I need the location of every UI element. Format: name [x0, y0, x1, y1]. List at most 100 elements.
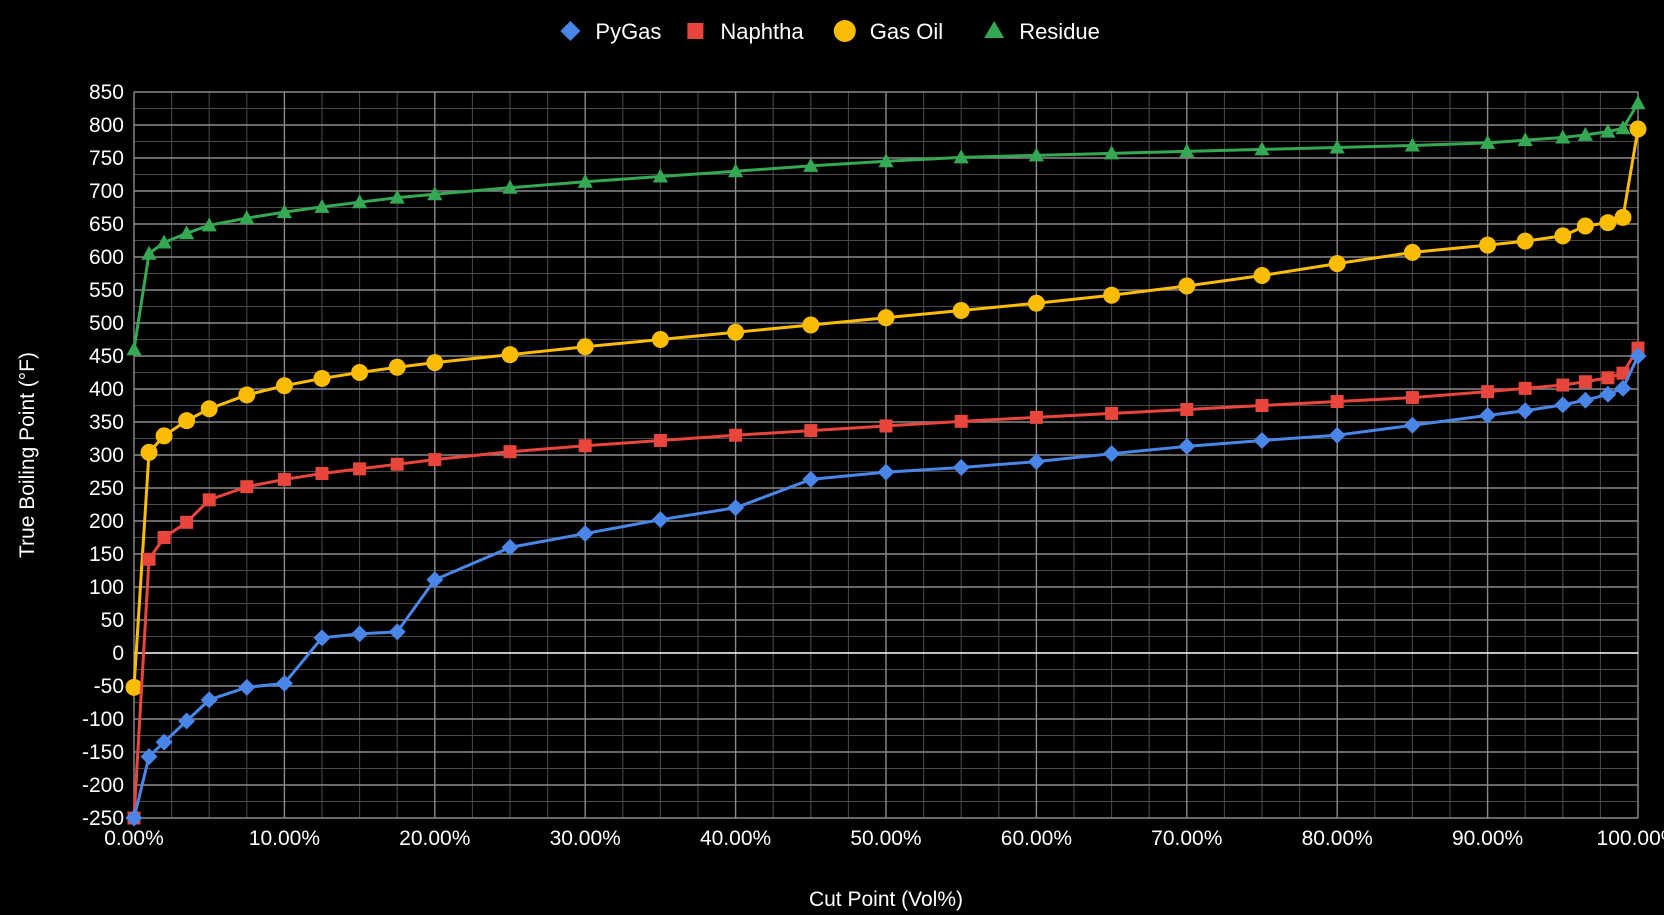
axis-tick-labels: 0.00% 10.00% 20.00% 30.00% 40.00% 50.00% 60.00… [82, 81, 1664, 850]
data-point-naphtha [1518, 381, 1532, 395]
data-point-gas-oil [877, 309, 895, 327]
y-tick-label: 350 [89, 411, 124, 434]
data-point-gas-oil [501, 346, 519, 364]
y-tick-label: 500 [89, 312, 124, 335]
data-point-naphtha [1601, 371, 1615, 385]
data-point-gas-oil [1554, 227, 1572, 245]
data-point-gas-oil [178, 412, 196, 430]
data-point-pygas [313, 629, 331, 647]
data-point-pygas [1576, 391, 1594, 409]
data-point-naphtha [240, 480, 254, 494]
data-point-residue [953, 149, 969, 164]
legend-marker-residue [984, 21, 1005, 38]
data-point-naphtha [315, 466, 329, 480]
data-point-pygas [802, 470, 820, 488]
data-point-residue [803, 157, 819, 172]
data-point-naphtha [1105, 406, 1119, 420]
data-point-residue [126, 341, 142, 356]
data-point-gas-oil [802, 316, 820, 334]
legend-label-residue: Residue [1019, 19, 1100, 44]
data-point-pygas [125, 809, 143, 827]
y-tick-label: -200 [82, 774, 124, 797]
data-series [125, 95, 1647, 827]
legend-item-pygas: PyGas [560, 19, 661, 44]
data-point-residue [1480, 134, 1496, 149]
data-point-gas-oil [952, 301, 970, 319]
data-point-naphtha [1556, 378, 1570, 392]
data-point-residue [389, 189, 405, 204]
y-tick-label: -100 [82, 708, 124, 731]
series-naphtha [127, 341, 1645, 825]
data-point-pygas [1554, 396, 1572, 414]
data-point-gas-oil [351, 364, 369, 381]
data-point-naphtha [1180, 402, 1194, 416]
data-point-pygas [426, 571, 444, 589]
data-point-pygas [140, 748, 158, 766]
y-tick-label: 0 [112, 642, 124, 665]
data-point-naphtha [428, 453, 442, 467]
data-point-pygas [1027, 453, 1045, 471]
data-point-gas-oil [388, 358, 406, 376]
data-point-pygas [200, 691, 218, 709]
data-point-gas-oil [238, 386, 256, 404]
data-point-pygas [388, 623, 406, 641]
data-point-gas-oil [727, 323, 745, 341]
data-point-naphtha [1578, 375, 1592, 389]
data-point-gas-oil [1253, 266, 1271, 284]
data-point-pygas [1614, 379, 1632, 397]
y-tick-label: 650 [89, 213, 124, 236]
data-point-naphtha [879, 419, 893, 433]
data-point-residue [156, 234, 172, 249]
legend-item-residue: Residue [984, 19, 1100, 44]
data-point-gas-oil [125, 678, 143, 696]
data-point-pygas [877, 463, 895, 481]
data-point-naphtha [180, 515, 194, 529]
data-point-residue [179, 225, 195, 240]
data-point-gas-oil [275, 377, 293, 395]
data-point-pygas [1629, 347, 1647, 365]
y-tick-label: 600 [89, 246, 124, 269]
data-point-residue [1404, 137, 1420, 152]
data-point-naphtha [1029, 410, 1043, 424]
data-point-residue [1600, 123, 1616, 138]
y-tick-label: 50 [101, 609, 124, 632]
data-point-gas-oil [200, 400, 218, 418]
legend-marker-pygas [560, 21, 581, 41]
data-point-residue [1555, 129, 1571, 144]
legend-marker-naphtha [687, 23, 704, 39]
x-tick-label: 0.00% [104, 827, 164, 850]
data-point-residue [652, 168, 668, 183]
data-point-naphtha [804, 424, 818, 438]
data-point-pygas [351, 625, 369, 643]
x-tick-label: 100.00% [1597, 827, 1664, 850]
x-tick-label: 40.00% [700, 827, 771, 850]
data-point-gas-oil [576, 338, 594, 356]
data-point-naphtha [653, 433, 667, 447]
y-tick-label: 800 [89, 114, 124, 137]
data-point-gas-oil [1328, 255, 1346, 273]
y-tick-label: 300 [89, 444, 124, 467]
legend-label-pygas: PyGas [595, 19, 661, 44]
data-point-residue [1517, 132, 1533, 147]
x-axis-title: Cut Point (Vol%) [809, 888, 963, 911]
data-point-gas-oil [1599, 214, 1617, 232]
y-tick-label: 150 [89, 543, 124, 566]
y-tick-label: 850 [89, 81, 124, 104]
data-point-pygas [1516, 402, 1534, 420]
y-tick-label: 200 [89, 510, 124, 533]
data-point-residue [1254, 141, 1270, 156]
data-point-residue [1577, 126, 1593, 141]
data-point-pygas [1599, 385, 1617, 403]
data-point-gas-oil [651, 331, 669, 348]
data-point-residue [1028, 147, 1044, 162]
series-pygas [125, 347, 1647, 827]
x-tick-label: 20.00% [399, 827, 470, 850]
data-point-gas-oil [1027, 294, 1045, 312]
legend-label-naphtha: Naphtha [720, 19, 804, 44]
data-point-pygas [501, 538, 519, 556]
data-point-gas-oil [426, 354, 444, 372]
data-point-residue [352, 194, 368, 209]
data-point-residue [878, 153, 894, 168]
